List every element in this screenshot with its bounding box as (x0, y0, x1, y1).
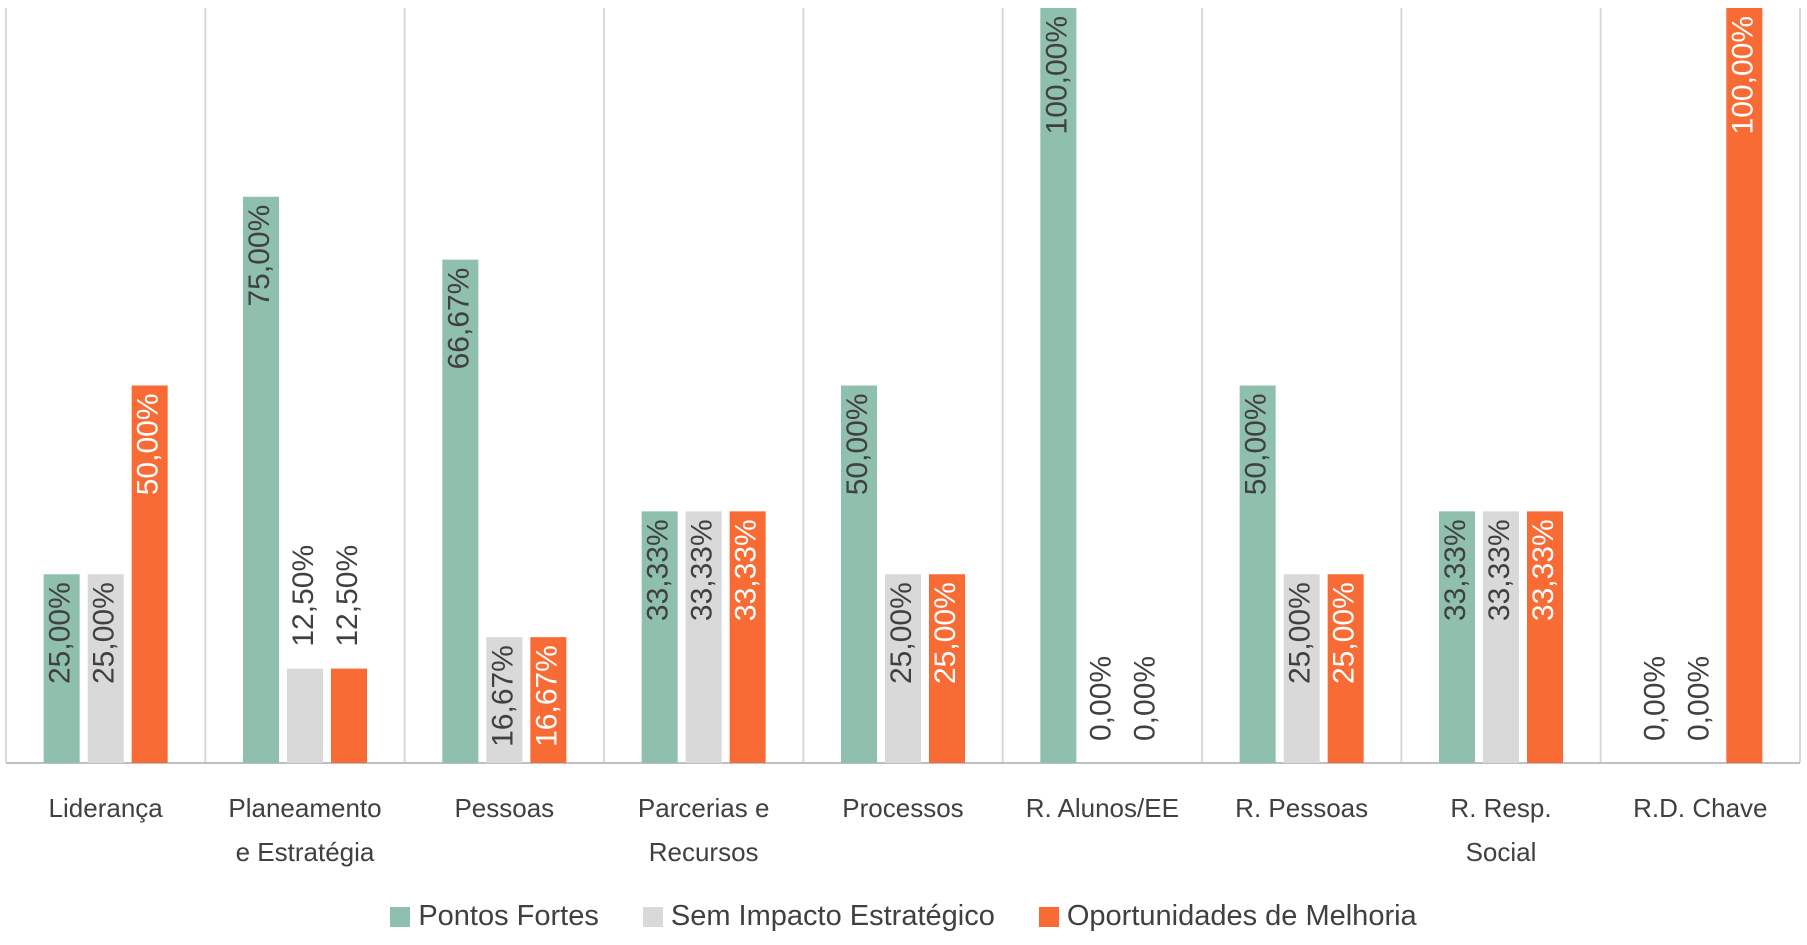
bar (1327, 574, 1364, 763)
data-label: 33,33% (686, 519, 719, 621)
x-tick-label: Planeamento e Estratégia (228, 793, 382, 867)
legend-item: Oportunidades de Melhoria (1038, 900, 1417, 933)
data-label: 0,00% (1084, 656, 1117, 741)
data-label: 25,00% (929, 582, 962, 684)
data-label: 50,00% (132, 394, 165, 496)
data-label: 0,00% (1128, 656, 1161, 741)
data-label: 66,67% (442, 268, 475, 370)
data-label: 12,50% (331, 545, 364, 647)
data-label: 12,50% (287, 545, 320, 647)
data-label: 33,33% (1527, 519, 1560, 621)
bar (1527, 511, 1563, 763)
legend-item: Sem Impacto Estratégico (642, 900, 995, 933)
bar (1483, 511, 1519, 763)
data-label: 33,33% (642, 519, 675, 621)
data-label: 25,00% (885, 582, 918, 684)
bar (1283, 574, 1320, 763)
x-tick-label: Liderança (48, 793, 163, 823)
data-label: 16,67% (486, 645, 519, 747)
data-label: 33,33% (1483, 519, 1516, 621)
data-label: 25,00% (44, 582, 77, 684)
bar (841, 385, 877, 763)
data-label: 25,00% (88, 582, 121, 684)
data-label: 75,00% (243, 205, 276, 307)
bar (641, 511, 678, 763)
data-label: 100,00% (1726, 16, 1759, 134)
bar (1239, 385, 1276, 763)
legend-swatch (1038, 906, 1059, 927)
data-label: 33,33% (730, 519, 763, 621)
legend-swatch (390, 906, 411, 927)
data-label: 100,00% (1040, 16, 1073, 134)
bar (486, 637, 523, 763)
data-label: 33,33% (1439, 519, 1472, 621)
legend-label: Sem Impacto Estratégico (670, 900, 995, 932)
bar (442, 259, 479, 763)
bar (131, 385, 168, 763)
bar (929, 574, 965, 763)
data-label: 16,67% (530, 645, 563, 747)
bar (1726, 8, 1763, 763)
bar (331, 668, 367, 763)
bar (885, 574, 921, 763)
bar (43, 574, 80, 763)
bar (1439, 511, 1475, 763)
x-tick-label: Pessoas (454, 793, 555, 823)
data-label: 25,00% (1284, 582, 1317, 684)
x-tick-label: R.D. Chave (1633, 793, 1768, 823)
bar (287, 668, 323, 763)
plot: 25,00% 75,00% 66,67% 33,33% 50,00% 100,00% 50,… (5, 8, 1801, 764)
x-tick-label: Parcerias e Recursos (637, 793, 770, 867)
legend-swatch (642, 906, 663, 927)
bar (87, 574, 124, 763)
legend-label: Oportunidades de Melhoria (1066, 900, 1417, 932)
legend: Pontos Fortes Sem Impacto Estratégico Opor… (0, 900, 1807, 933)
legend-label: Pontos Fortes (418, 900, 599, 932)
x-tick-label: R. Resp. Social (1450, 793, 1552, 867)
bar (243, 196, 279, 763)
bar (530, 637, 567, 763)
data-label: 50,00% (841, 394, 874, 496)
bar (1040, 8, 1077, 763)
x-tick-label: R. Alunos/EE (1025, 793, 1179, 823)
legend-item: Pontos Fortes (390, 900, 599, 933)
x-tick-label: Processos (842, 793, 964, 823)
x-tick-label: R. Pessoas (1235, 793, 1369, 823)
data-label: 0,00% (1638, 656, 1671, 741)
bar (685, 511, 722, 763)
data-label: 0,00% (1682, 656, 1715, 741)
bar (729, 511, 766, 763)
data-label: 25,00% (1328, 582, 1361, 684)
data-label: 50,00% (1240, 394, 1273, 496)
